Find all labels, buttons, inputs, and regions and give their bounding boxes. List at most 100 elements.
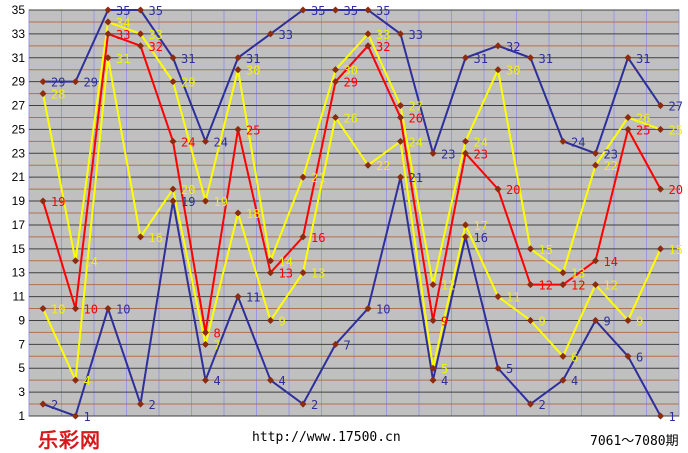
y-tick-label: 35: [12, 3, 26, 17]
data-point: [104, 304, 112, 313]
y-tick-label: 33: [12, 27, 26, 41]
data-label: 14: [604, 255, 618, 269]
data-point: [429, 364, 437, 372]
period-range: 7061～7080期: [590, 434, 679, 449]
data-point: [461, 149, 470, 157]
data-label: 14: [84, 255, 98, 269]
data-label: 20: [181, 183, 195, 197]
data-point: [559, 137, 567, 145]
data-label: 13: [279, 267, 293, 281]
data-point: [299, 173, 307, 181]
data-point: [396, 173, 405, 181]
data-label: 1: [84, 410, 91, 424]
data-label: 15: [539, 243, 553, 257]
y-tick-label: 23: [12, 146, 26, 160]
data-point: [526, 54, 535, 62]
data-label: 16: [474, 231, 488, 245]
data-point: [39, 304, 47, 313]
series-line: [42, 20, 661, 285]
data-label: 31: [116, 52, 130, 66]
data-label: 15: [669, 243, 683, 257]
data-point: [429, 149, 437, 157]
data-label: 6: [636, 350, 643, 364]
data-point: [39, 197, 47, 205]
data-label: 2: [311, 398, 318, 412]
data-point: [299, 400, 307, 408]
data-point: [591, 257, 600, 265]
data-label: 24: [571, 135, 585, 149]
data-point: [136, 30, 145, 38]
data-label: 23: [604, 147, 618, 161]
data-label: 24: [181, 135, 195, 149]
data-label: 23: [441, 147, 455, 161]
data-label: 12: [539, 279, 553, 293]
data-point: [234, 125, 242, 133]
data-point: [71, 412, 80, 420]
data-label: 12: [571, 279, 585, 293]
data-point: [591, 281, 600, 289]
y-tick-label: 19: [12, 194, 26, 208]
data-label: 33: [279, 28, 293, 42]
data-point: [169, 137, 177, 145]
data-label: 2: [51, 398, 58, 412]
data-label: 27: [409, 100, 423, 114]
data-point: [364, 42, 372, 50]
data-point: [331, 113, 340, 122]
site-url: http://www.17500.cn: [252, 430, 401, 445]
data-label: 4: [214, 374, 221, 388]
data-point: [234, 66, 242, 74]
data-point: [461, 54, 470, 62]
data-point: [429, 316, 437, 325]
data-label: 11: [506, 291, 520, 305]
data-point: [396, 137, 405, 145]
data-point: [461, 137, 470, 145]
data-label: 12: [604, 279, 618, 293]
data-label: 13: [311, 267, 325, 281]
data-point: [364, 30, 372, 38]
data-label: 33: [376, 28, 390, 42]
data-point: [169, 185, 177, 193]
data-label: 19: [51, 195, 65, 209]
data-label: 31: [539, 52, 553, 66]
data-point: [494, 185, 502, 193]
data-label: 2: [539, 398, 546, 412]
data-label: 33: [409, 28, 423, 42]
data-point: [559, 281, 567, 289]
series-line: [42, 32, 662, 333]
data-label: 33: [116, 28, 130, 42]
data-point: [656, 185, 665, 193]
data-point: [234, 209, 242, 217]
y-tick-label: 27: [12, 99, 26, 113]
data-point: [331, 78, 340, 86]
y-tick-label: 7: [18, 337, 25, 351]
data-point: [299, 269, 307, 277]
data-point: [526, 281, 535, 289]
y-tick-label: 15: [12, 242, 26, 256]
data-label: 19: [181, 195, 195, 209]
data-point: [526, 316, 535, 325]
data-label: 2: [149, 398, 156, 412]
data-point: [266, 269, 275, 277]
data-point: [591, 161, 600, 169]
data-label: 35: [376, 4, 390, 18]
data-label: 5: [441, 362, 448, 376]
y-tick-label: 11: [13, 290, 26, 304]
data-point: [201, 340, 210, 348]
data-label: 14: [279, 255, 293, 269]
data-label: 10: [116, 303, 130, 317]
data-label: 17: [474, 219, 488, 233]
data-point: [201, 137, 210, 145]
data-label: 9: [539, 314, 546, 328]
data-label: 8: [214, 326, 221, 340]
y-tick-label: 21: [12, 170, 26, 184]
data-point: [559, 269, 567, 277]
data-point: [396, 113, 405, 122]
data-point: [656, 245, 665, 253]
data-point: [364, 161, 372, 169]
data-label: 31: [636, 52, 650, 66]
data-point: [559, 376, 567, 384]
data-label: 24: [474, 135, 488, 149]
data-point: [396, 101, 405, 110]
